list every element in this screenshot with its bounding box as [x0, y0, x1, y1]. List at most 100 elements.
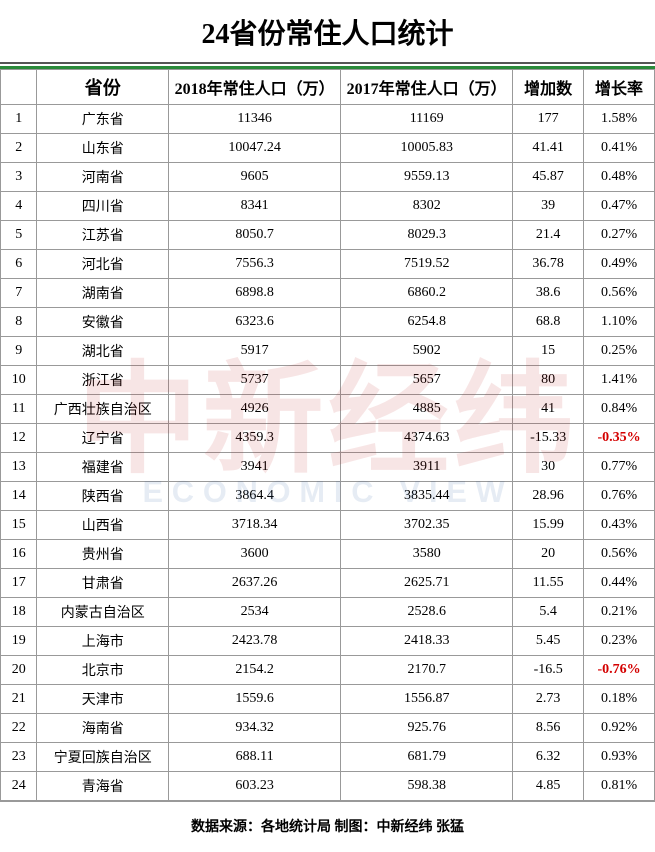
cell-2017: 5902 — [341, 337, 513, 366]
cell-province: 甘肃省 — [37, 569, 169, 598]
table-row: 19上海市2423.782418.335.450.23% — [1, 627, 655, 656]
cell-2017: 4885 — [341, 395, 513, 424]
cell-2017: 3835.44 — [341, 482, 513, 511]
cell-2018: 2534 — [169, 598, 341, 627]
cell-2017: 8029.3 — [341, 221, 513, 250]
cell-2018: 1559.6 — [169, 685, 341, 714]
table-row: 9湖北省59175902150.25% — [1, 337, 655, 366]
cell-increase: 4.85 — [513, 772, 584, 801]
cell-2018: 2154.2 — [169, 656, 341, 685]
cell-rate: 0.21% — [584, 598, 655, 627]
cell-2017: 3911 — [341, 453, 513, 482]
cell-2018: 3718.34 — [169, 511, 341, 540]
table-row: 13福建省39413911300.77% — [1, 453, 655, 482]
cell-rate: 0.47% — [584, 192, 655, 221]
cell-rate: -0.76% — [584, 656, 655, 685]
footer-source: 数据来源：各地统计局 制图：中新经纬 张猛 — [0, 801, 655, 852]
cell-increase: 21.4 — [513, 221, 584, 250]
table-row: 23宁夏回族自治区688.11681.796.320.93% — [1, 743, 655, 772]
cell-province: 海南省 — [37, 714, 169, 743]
cell-2017: 6254.8 — [341, 308, 513, 337]
cell-increase: 68.8 — [513, 308, 584, 337]
table-row: 21天津市1559.61556.872.730.18% — [1, 685, 655, 714]
cell-2018: 3864.4 — [169, 482, 341, 511]
cell-2017: 1556.87 — [341, 685, 513, 714]
cell-2018: 5917 — [169, 337, 341, 366]
cell-increase: 45.87 — [513, 163, 584, 192]
table-row: 6河北省7556.37519.5236.780.49% — [1, 250, 655, 279]
cell-province: 内蒙古自治区 — [37, 598, 169, 627]
table-row: 15山西省3718.343702.3515.990.43% — [1, 511, 655, 540]
cell-index: 24 — [1, 772, 37, 801]
cell-index: 23 — [1, 743, 37, 772]
cell-rate: 0.49% — [584, 250, 655, 279]
cell-index: 20 — [1, 656, 37, 685]
cell-increase: -16.5 — [513, 656, 584, 685]
cell-province: 江苏省 — [37, 221, 169, 250]
cell-2018: 3941 — [169, 453, 341, 482]
cell-increase: 6.32 — [513, 743, 584, 772]
table-wrapper: 中新经纬 ECONOMIC VIEW 省份 2018年常住人口（万） 2017年… — [0, 69, 655, 801]
cell-increase: 8.56 — [513, 714, 584, 743]
cell-index: 19 — [1, 627, 37, 656]
cell-index: 22 — [1, 714, 37, 743]
cell-index: 2 — [1, 134, 37, 163]
cell-index: 12 — [1, 424, 37, 453]
cell-index: 14 — [1, 482, 37, 511]
cell-rate: 0.25% — [584, 337, 655, 366]
cell-rate: 0.43% — [584, 511, 655, 540]
cell-rate: 0.93% — [584, 743, 655, 772]
cell-increase: 20 — [513, 540, 584, 569]
cell-index: 13 — [1, 453, 37, 482]
cell-rate: 0.77% — [584, 453, 655, 482]
table-row: 20北京市2154.22170.7-16.5-0.76% — [1, 656, 655, 685]
cell-increase: 5.4 — [513, 598, 584, 627]
cell-2017: 2170.7 — [341, 656, 513, 685]
cell-2017: 9559.13 — [341, 163, 513, 192]
cell-index: 3 — [1, 163, 37, 192]
cell-2018: 2423.78 — [169, 627, 341, 656]
col-province: 省份 — [37, 70, 169, 105]
cell-rate: 1.58% — [584, 105, 655, 134]
page-title: 24省份常住人口统计 — [0, 0, 655, 62]
population-table: 省份 2018年常住人口（万） 2017年常住人口（万） 增加数 增长率 1广东… — [0, 69, 655, 801]
cell-province: 湖北省 — [37, 337, 169, 366]
cell-rate: -0.35% — [584, 424, 655, 453]
cell-rate: 0.23% — [584, 627, 655, 656]
cell-province: 湖南省 — [37, 279, 169, 308]
divider-top — [0, 62, 655, 64]
cell-2018: 11346 — [169, 105, 341, 134]
cell-increase: 5.45 — [513, 627, 584, 656]
cell-2017: 6860.2 — [341, 279, 513, 308]
cell-province: 广西壮族自治区 — [37, 395, 169, 424]
cell-index: 8 — [1, 308, 37, 337]
table-row: 8安徽省6323.66254.868.81.10% — [1, 308, 655, 337]
cell-rate: 0.81% — [584, 772, 655, 801]
col-increase: 增加数 — [513, 70, 584, 105]
cell-increase: 177 — [513, 105, 584, 134]
col-rate: 增长率 — [584, 70, 655, 105]
table-row: 14陕西省3864.43835.4428.960.76% — [1, 482, 655, 511]
cell-rate: 1.41% — [584, 366, 655, 395]
table-row: 16贵州省36003580200.56% — [1, 540, 655, 569]
cell-2018: 8341 — [169, 192, 341, 221]
cell-2017: 3580 — [341, 540, 513, 569]
cell-rate: 0.41% — [584, 134, 655, 163]
cell-increase: 41 — [513, 395, 584, 424]
table-row: 1广东省11346111691771.58% — [1, 105, 655, 134]
cell-index: 17 — [1, 569, 37, 598]
cell-2018: 6323.6 — [169, 308, 341, 337]
table-body: 1广东省11346111691771.58%2山东省10047.2410005.… — [1, 105, 655, 801]
cell-2018: 10047.24 — [169, 134, 341, 163]
table-row: 7湖南省6898.86860.238.60.56% — [1, 279, 655, 308]
cell-province: 山东省 — [37, 134, 169, 163]
cell-rate: 0.27% — [584, 221, 655, 250]
cell-index: 9 — [1, 337, 37, 366]
cell-2018: 3600 — [169, 540, 341, 569]
cell-province: 安徽省 — [37, 308, 169, 337]
table-row: 11广西壮族自治区49264885410.84% — [1, 395, 655, 424]
cell-province: 宁夏回族自治区 — [37, 743, 169, 772]
cell-province: 广东省 — [37, 105, 169, 134]
cell-increase: -15.33 — [513, 424, 584, 453]
cell-increase: 30 — [513, 453, 584, 482]
